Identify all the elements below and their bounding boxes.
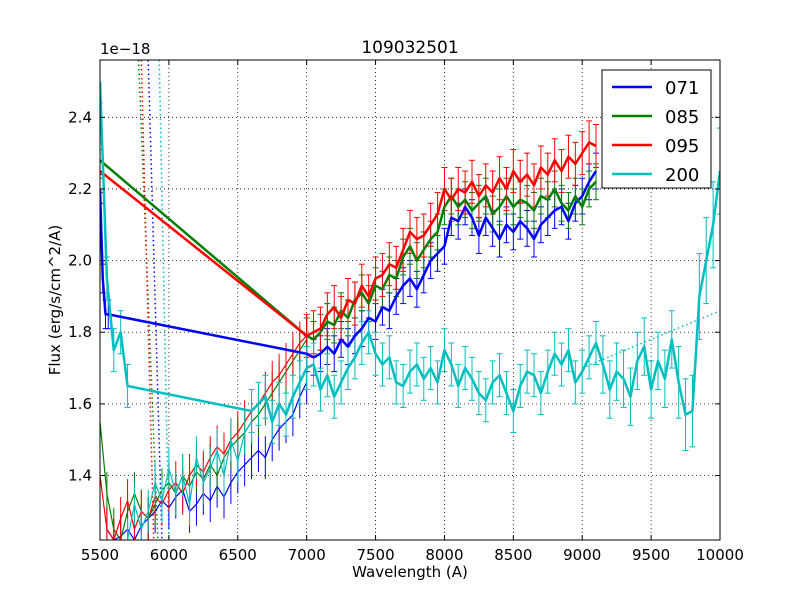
faint-line-071 <box>106 382 308 540</box>
series-line-085 <box>100 159 597 341</box>
grid-layer <box>100 60 720 540</box>
y-axis-label: Flux (erg/s/cm^2/A) <box>46 225 64 376</box>
y-tick-label: 2.0 <box>68 252 92 270</box>
x-axis-label: Wavelength (A) <box>352 563 468 581</box>
y-tick-label: 2.2 <box>68 180 92 198</box>
x-tick-label: 9000 <box>563 546 601 564</box>
series-line-095 <box>100 141 597 338</box>
legend-label-071: 071 <box>665 78 699 99</box>
x-tick-label: 8500 <box>494 546 532 564</box>
legend: 071 085 095 200 <box>601 69 712 189</box>
x-tick-label: 9500 <box>632 546 670 564</box>
y-tick-label: 1.8 <box>68 323 92 341</box>
legend-label-200: 200 <box>665 165 699 186</box>
legend-label-085: 085 <box>665 107 699 128</box>
chart-title: 109032501 <box>361 38 458 58</box>
y-tick-label: 1.4 <box>68 467 92 485</box>
x-tick-label: 6000 <box>150 546 188 564</box>
x-tick-label: 7500 <box>356 546 394 564</box>
x-tick-label: 10000 <box>696 546 744 564</box>
x-tick-label: 5500 <box>81 546 119 564</box>
series-line-071 <box>100 170 598 359</box>
plot-frame <box>99 59 721 541</box>
x-tick-label: 7000 <box>288 546 326 564</box>
legend-frame <box>601 69 712 189</box>
data-layer <box>100 60 720 540</box>
x-tick-label: 6500 <box>219 546 257 564</box>
tick-layer: 5500 6000 6500 7000 7500 8000 8500 9000 9500 1000… <box>68 60 744 564</box>
y-axis-offset-label: 1e−18 <box>100 40 150 58</box>
legend-label-095: 095 <box>665 136 699 157</box>
y-tick-label: 1.6 <box>68 395 92 413</box>
series-line-200 <box>100 81 720 424</box>
y-tick-label: 2.4 <box>68 108 92 126</box>
x-tick-label: 8000 <box>425 546 463 564</box>
